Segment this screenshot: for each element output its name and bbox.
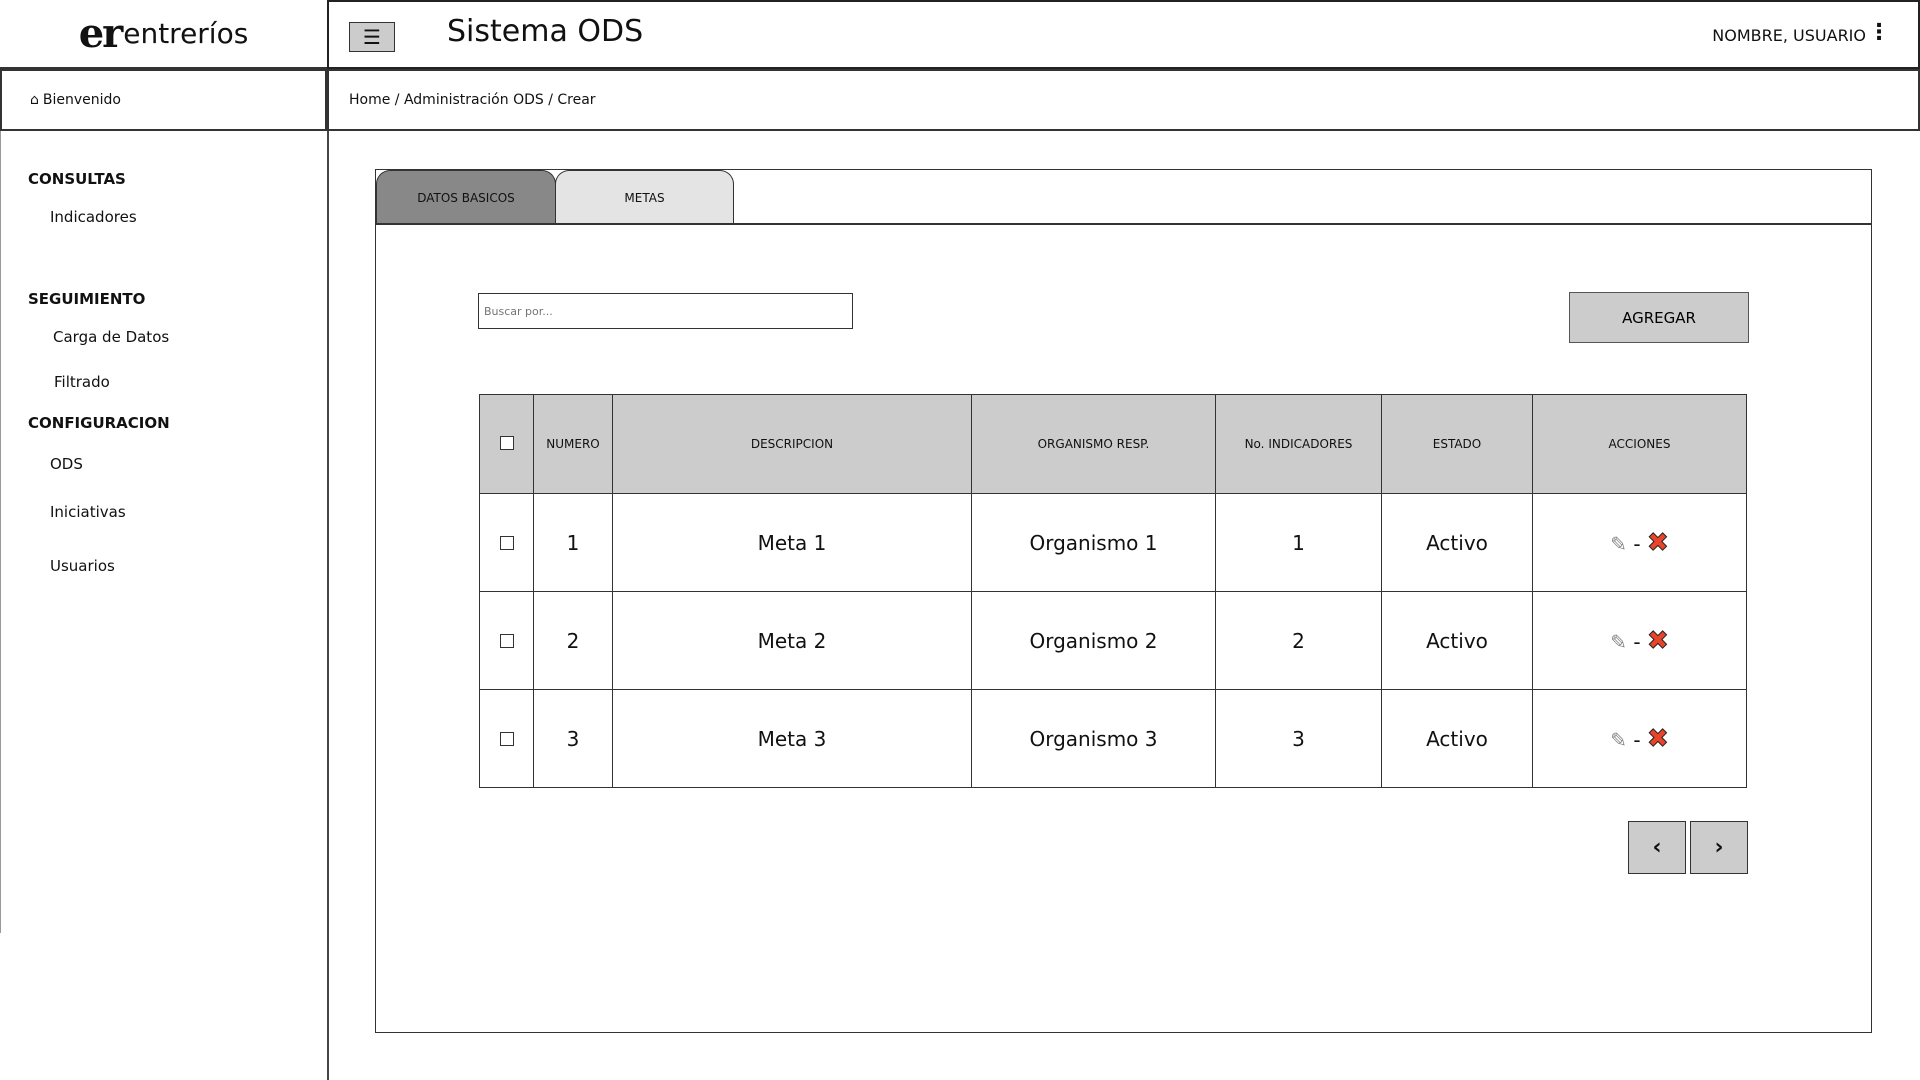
top-header: ☰ Sistema ODS NOMBRE, USUARIO ⋮ — [327, 0, 1920, 69]
cell-organismo: Organismo 3 — [971, 689, 1216, 788]
sidebar-edge — [0, 131, 1, 933]
tab-panel: DATOS BASICOS METAS AGREGAR NUMERO DESCR… — [375, 169, 1872, 1033]
cell-organismo: Organismo 1 — [971, 493, 1216, 592]
col-acciones: ACCIONES — [1532, 394, 1747, 494]
select-all-checkbox[interactable] — [499, 435, 514, 450]
sidebar-item-iniciativas[interactable]: Iniciativas — [50, 503, 126, 521]
col-indicadores: No. INDICADORES — [1215, 394, 1382, 494]
cell-descripcion: Meta 1 — [612, 493, 972, 592]
table-header-row: NUMERO DESCRIPCION ORGANISMO RESP. No. I… — [479, 394, 1747, 494]
next-page-button[interactable]: › — [1690, 821, 1748, 874]
cell-indicadores: 1 — [1215, 493, 1382, 592]
row-checkbox[interactable] — [499, 535, 514, 550]
cell-descripcion: Meta 3 — [612, 689, 972, 788]
user-name[interactable]: NOMBRE, USUARIO — [1712, 26, 1866, 45]
delete-x-icon[interactable]: ✖ — [1646, 527, 1669, 558]
table-row: 1 Meta 1 Organismo 1 1 Activo ✎ - ✖ — [479, 493, 1747, 592]
add-button[interactable]: AGREGAR — [1569, 292, 1749, 343]
logo-text: entreríos — [123, 17, 249, 50]
hamburger-menu-button[interactable]: ☰ — [349, 22, 395, 52]
col-estado: ESTADO — [1381, 394, 1533, 494]
home-icon: ⌂ — [30, 92, 39, 108]
delete-x-icon[interactable]: ✖ — [1646, 723, 1669, 754]
logo-mark: er — [78, 10, 124, 57]
sidebar-item-usuarios[interactable]: Usuarios — [50, 557, 115, 575]
chevron-right-icon: › — [1714, 835, 1724, 860]
action-separator: - — [1633, 629, 1641, 654]
page-title: Sistema ODS — [447, 14, 644, 49]
metas-table: NUMERO DESCRIPCION ORGANISMO RESP. No. I… — [479, 394, 1747, 788]
delete-x-icon[interactable]: ✖ — [1646, 625, 1669, 656]
row-select-cell — [479, 493, 534, 592]
row-checkbox[interactable] — [499, 633, 514, 648]
table-row: 2 Meta 2 Organismo 2 2 Activo ✎ - ✖ — [479, 591, 1747, 690]
prev-page-button[interactable]: ‹ — [1628, 821, 1686, 874]
hamburger-icon: ☰ — [363, 25, 381, 49]
sidebar-item-indicadores[interactable]: Indicadores — [50, 208, 137, 226]
edit-pencil-icon[interactable]: ✎ — [1610, 531, 1628, 556]
table-row: 3 Meta 3 Organismo 3 3 Activo ✎ - ✖ — [479, 689, 1747, 788]
row-checkbox[interactable] — [499, 731, 514, 746]
search-input[interactable] — [478, 293, 853, 329]
row-select-cell — [479, 689, 534, 788]
breadcrumb[interactable]: Home / Administración ODS / Crear — [327, 69, 1920, 131]
cell-acciones: ✎ - ✖ — [1532, 591, 1747, 690]
logo: er entreríos — [0, 0, 327, 69]
cell-estado: Activo — [1381, 591, 1533, 690]
col-organismo: ORGANISMO RESP. — [971, 394, 1216, 494]
row-select-cell — [479, 591, 534, 690]
kebab-icon[interactable]: ⋮ — [1868, 20, 1890, 45]
sidebar-item-carga-de-datos[interactable]: Carga de Datos — [53, 328, 170, 346]
action-separator: - — [1633, 727, 1641, 752]
tab-metas[interactable]: METAS — [555, 170, 734, 224]
col-numero: NUMERO — [533, 394, 613, 494]
action-separator: - — [1633, 531, 1641, 556]
sidebar-section-configuracion: CONFIGURACION — [28, 414, 170, 432]
cell-descripcion: Meta 2 — [612, 591, 972, 690]
cell-organismo: Organismo 2 — [971, 591, 1216, 690]
select-all-cell — [479, 394, 534, 494]
cell-estado: Activo — [1381, 689, 1533, 788]
cell-numero: 3 — [533, 689, 613, 788]
sidebar-item-filtrado[interactable]: Filtrado — [54, 373, 110, 391]
welcome-label: Bienvenido — [42, 92, 121, 108]
col-descripcion: DESCRIPCION — [612, 394, 972, 494]
sidebar-item-ods[interactable]: ODS — [50, 455, 83, 473]
tab-divider — [376, 223, 1871, 225]
sidebar-divider — [327, 131, 329, 1080]
cell-indicadores: 2 — [1215, 591, 1382, 690]
cell-indicadores: 3 — [1215, 689, 1382, 788]
cell-numero: 1 — [533, 493, 613, 592]
chevron-left-icon: ‹ — [1652, 835, 1662, 860]
tab-datos-basicos[interactable]: DATOS BASICOS — [376, 170, 556, 224]
sidebar-section-seguimiento: SEGUIMIENTO — [28, 290, 146, 308]
sidebar-section-consultas: CONSULTAS — [28, 170, 126, 188]
edit-pencil-icon[interactable]: ✎ — [1610, 727, 1628, 752]
sidebar-item-bienvenido[interactable]: ⌂ Bienvenido — [0, 69, 327, 131]
cell-numero: 2 — [533, 591, 613, 690]
cell-estado: Activo — [1381, 493, 1533, 592]
cell-acciones: ✎ - ✖ — [1532, 689, 1747, 788]
cell-acciones: ✎ - ✖ — [1532, 493, 1747, 592]
edit-pencil-icon[interactable]: ✎ — [1610, 629, 1628, 654]
